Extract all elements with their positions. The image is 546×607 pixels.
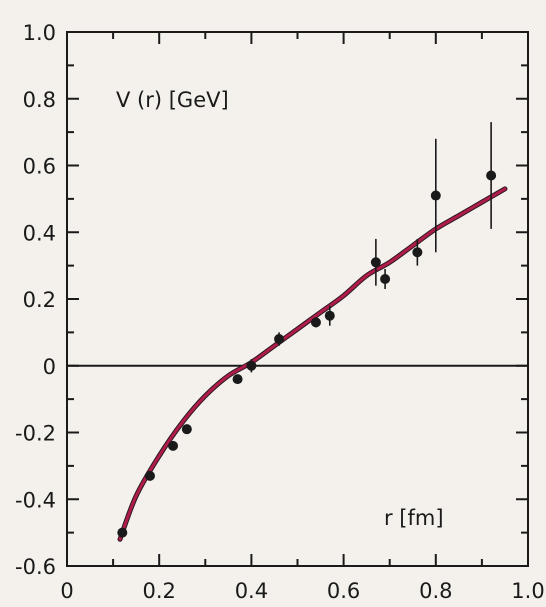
data-point <box>310 317 321 328</box>
data-point <box>181 424 192 435</box>
y-tick-label: 0.2 <box>23 288 56 312</box>
data-point <box>486 170 497 181</box>
y-tick-label: 0.4 <box>23 221 56 245</box>
x-axis-title: r [fm] <box>384 506 444 530</box>
y-axis-title: V (r) [GeV] <box>116 88 229 112</box>
y-tick-label: 0.6 <box>23 155 56 179</box>
data-point <box>168 440 179 451</box>
x-tick-label: 0.6 <box>327 579 360 603</box>
y-tick-label: 0 <box>43 355 56 379</box>
y-tick-label: -0.6 <box>15 555 56 579</box>
data-point <box>144 470 155 481</box>
data-point <box>274 334 285 345</box>
y-tick-label: -0.4 <box>15 488 56 512</box>
data-point <box>412 247 423 258</box>
x-tick-label: 0.4 <box>235 579 268 603</box>
x-tick-label: 0.2 <box>142 579 175 603</box>
plot-frame <box>66 31 529 567</box>
x-tick-label: 0 <box>60 579 73 603</box>
fit-curve <box>118 187 507 541</box>
y-tick-label: 0.8 <box>23 88 56 112</box>
y-tick-label: -0.2 <box>15 422 56 446</box>
data-point <box>430 190 441 201</box>
x-tick-label: 0.8 <box>419 579 452 603</box>
fit-curve-shadow <box>117 186 508 542</box>
x-tick-label: 1.0 <box>511 579 544 603</box>
axis-ticks <box>66 31 529 567</box>
data-point <box>117 527 128 538</box>
data-point <box>380 273 391 284</box>
tick-labels: 0 0.2 0.4 0.6 0.8 1.0 1.0 0.8 0.6 0.4 0.2 0 -0.2 -0.4… <box>15 21 545 603</box>
data-point <box>324 310 335 321</box>
data-points <box>117 122 497 538</box>
data-point <box>232 374 243 385</box>
data-point <box>246 360 257 371</box>
data-point <box>370 257 381 268</box>
y-tick-label: 1.0 <box>23 21 56 45</box>
